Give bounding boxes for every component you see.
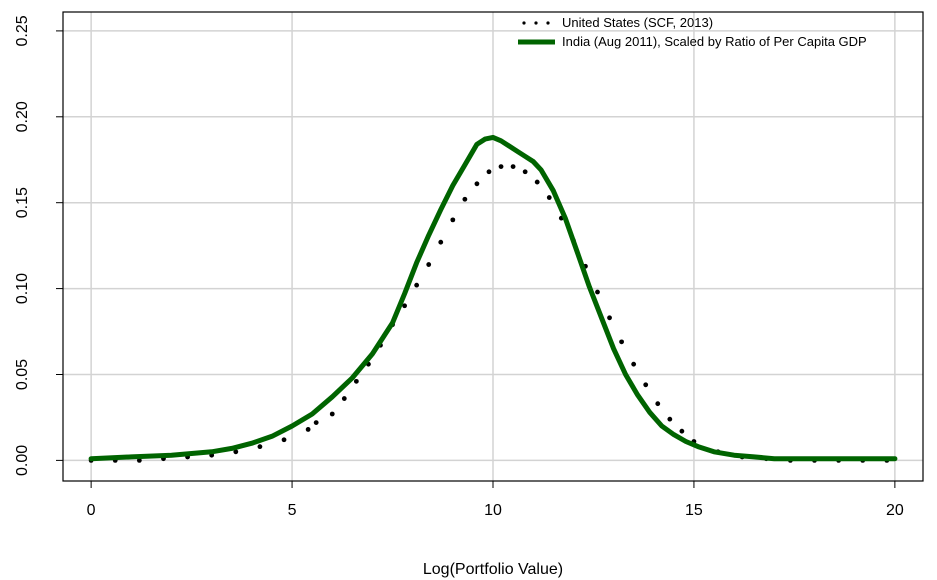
x-tick-label: 20 <box>886 502 904 519</box>
us-scf-point <box>305 427 311 432</box>
us-scf-point <box>643 382 649 388</box>
us-scf-point <box>136 457 142 463</box>
us-scf-point <box>353 378 359 384</box>
us-scf-point <box>414 282 420 288</box>
us-scf-point <box>450 217 456 223</box>
us-scf-point <box>341 396 347 401</box>
legend-dotted-key <box>522 21 526 25</box>
legend: United States (SCF, 2013) India (Aug 2011… <box>518 15 867 49</box>
y-tick-label: 0.10 <box>14 273 31 304</box>
us-scf-point <box>534 179 540 185</box>
legend-label: United States (SCF, 2013) <box>562 15 713 30</box>
legend-dotted-key <box>534 21 538 25</box>
us-scf-point <box>438 239 444 245</box>
us-scf-point <box>233 449 239 455</box>
series-layer <box>88 134 898 463</box>
us-scf-point <box>281 437 287 443</box>
us-scf-point <box>510 164 516 170</box>
us-scf-point <box>619 339 624 345</box>
y-tick-label: 0.05 <box>14 359 31 390</box>
x-tick-label: 5 <box>288 502 297 519</box>
x-tick-label: 0 <box>87 502 96 519</box>
us-scf-point <box>546 195 552 200</box>
x-tick-label: 10 <box>484 502 502 519</box>
us-scf-point <box>426 262 432 267</box>
y-tick-label: 0.15 <box>14 187 31 218</box>
legend-dotted-key <box>546 21 550 25</box>
legend-label: India (Aug 2011), Scaled by Ratio of Per… <box>562 34 867 49</box>
us-scf-point <box>607 315 612 321</box>
us-scf-point <box>655 401 661 407</box>
us-scf-point <box>679 428 685 434</box>
us-scf-point <box>667 416 673 422</box>
us-scf-point <box>486 169 492 175</box>
x-axis-title: Log(Portfolio Value) <box>423 561 563 578</box>
us-scf-point <box>257 444 263 450</box>
us-scf-point <box>474 181 480 187</box>
us-scf-point <box>402 303 407 309</box>
y-tick-label: 0.25 <box>14 15 31 46</box>
y-axis: 0.00 0.05 0.10 0.15 0.20 0.25 <box>14 15 63 476</box>
y-tick-label: 0.00 <box>14 445 31 476</box>
us-scf-point <box>313 420 319 425</box>
us-scf-point <box>498 164 504 170</box>
us-scf-point <box>462 196 468 202</box>
us-scf-point <box>329 411 335 417</box>
us-scf-point <box>631 361 637 367</box>
us-scf-point <box>595 289 600 295</box>
y-tick-label: 0.20 <box>14 101 31 132</box>
x-axis: 0 5 10 15 20 <box>87 481 904 519</box>
grid-lines <box>63 12 923 481</box>
x-tick-label: 15 <box>685 502 703 519</box>
us-scf-point <box>522 169 528 175</box>
india-density-line <box>88 134 898 462</box>
